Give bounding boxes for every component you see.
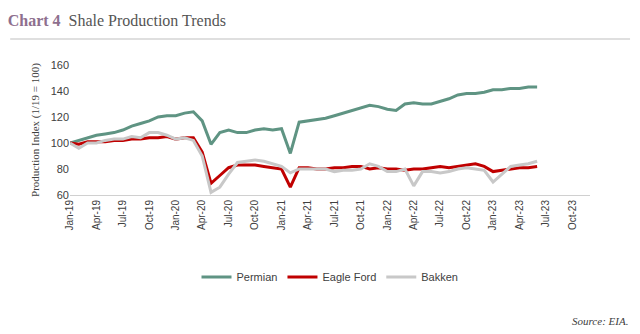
svg-text:100: 100 [51, 137, 69, 149]
svg-text:Jan-21: Jan-21 [276, 200, 287, 231]
svg-text:Oct-22: Oct-22 [461, 200, 472, 230]
svg-text:Jan-19: Jan-19 [64, 200, 75, 231]
svg-text:Production Index (1/19 = 100): Production Index (1/19 = 100) [29, 63, 42, 197]
svg-text:Eagle Ford: Eagle Ford [322, 271, 376, 283]
svg-text:Source: EIA.: Source: EIA. [572, 315, 628, 327]
svg-text:Apr-23: Apr-23 [514, 200, 525, 230]
svg-text:Jul-23: Jul-23 [540, 200, 551, 228]
svg-text:Chart 4 Shale Production Tren: Chart 4 Shale Production Trends [8, 12, 226, 29]
svg-text:Apr-21: Apr-21 [302, 200, 313, 230]
svg-text:Jan-23: Jan-23 [487, 200, 498, 231]
svg-text:Jan-20: Jan-20 [170, 200, 181, 231]
svg-text:Oct-21: Oct-21 [355, 200, 366, 230]
svg-text:Apr-20: Apr-20 [196, 200, 207, 230]
svg-text:120: 120 [51, 111, 69, 123]
svg-text:Oct-20: Oct-20 [249, 200, 260, 230]
svg-text:Apr-19: Apr-19 [91, 200, 102, 230]
svg-text:Jan-22: Jan-22 [382, 200, 393, 231]
svg-text:Jul-20: Jul-20 [223, 200, 234, 228]
svg-text:160: 160 [51, 59, 69, 71]
svg-text:Oct-19: Oct-19 [144, 200, 155, 230]
svg-text:Jul-21: Jul-21 [329, 200, 340, 228]
svg-text:Apr-22: Apr-22 [408, 200, 419, 230]
svg-text:Jul-19: Jul-19 [117, 200, 128, 228]
svg-text:Oct-23: Oct-23 [567, 200, 578, 230]
svg-text:140: 140 [51, 85, 69, 97]
svg-text:Jul-22: Jul-22 [434, 200, 445, 228]
svg-text:60: 60 [57, 189, 69, 201]
svg-text:Permian: Permian [237, 271, 278, 283]
svg-text:80: 80 [57, 163, 69, 175]
svg-text:Bakken: Bakken [421, 271, 458, 283]
